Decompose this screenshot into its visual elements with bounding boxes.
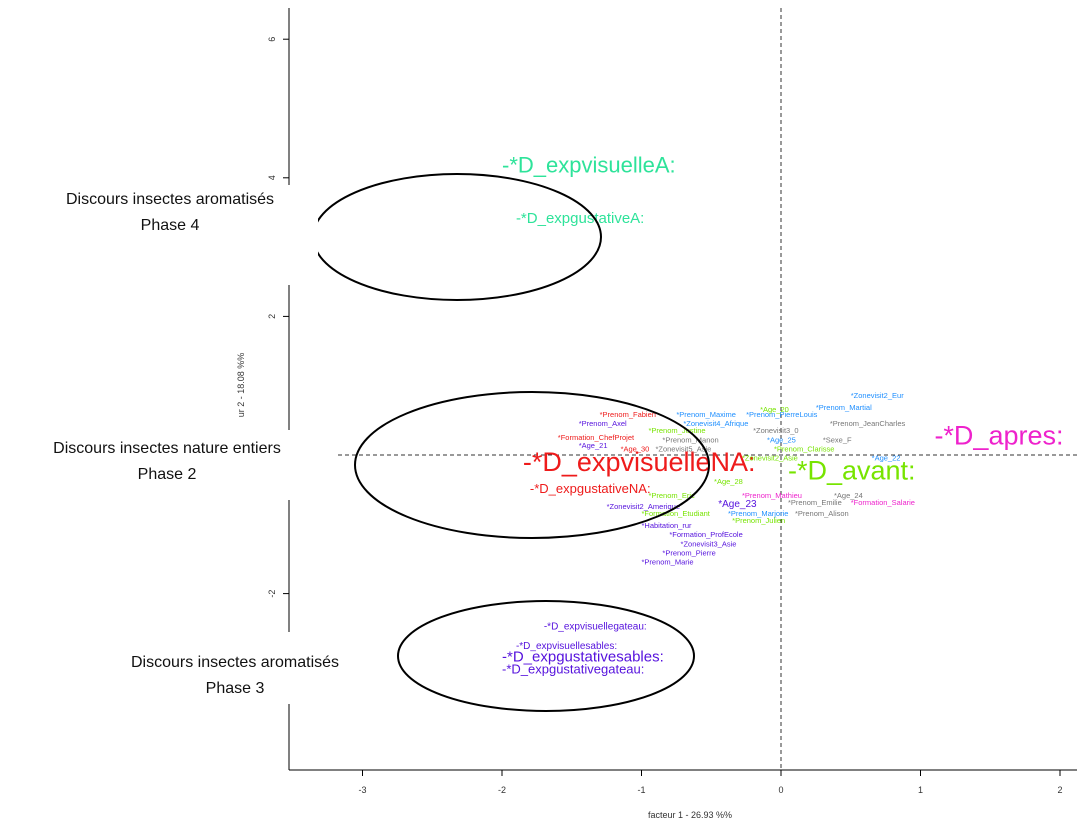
x-tick-label: 0 <box>778 785 783 795</box>
point-label: *Zonevisit4_Afrique <box>683 419 748 428</box>
point-label: *Age_22 <box>872 454 901 463</box>
point-label: *Prenom_Axel <box>579 419 627 428</box>
point-label: -*D_expvisuellesables: <box>516 641 617 652</box>
y-tick-label: -2 <box>267 590 277 598</box>
point-label: -*D_expgustativeNA: <box>530 481 651 496</box>
point-label: -*D_expvisuelleNA: <box>523 447 756 477</box>
annotation-phase-4-line2: Phase 4 <box>140 217 200 234</box>
point-label: -*D_avant: <box>788 455 916 485</box>
point-label: *Age_28 <box>714 477 743 486</box>
point-label: -*D_expgustativesables: <box>502 649 664 666</box>
annotation-phase-2: Discours insectes nature entiers Phase 2 <box>2 436 332 488</box>
x-axis-title: facteur 1 - 26.93 %% <box>648 810 732 820</box>
point-label: *Age_23 <box>718 499 757 510</box>
point-label: *Prenom_Clarisse <box>774 445 834 454</box>
point-label: -*D_apres: <box>934 421 1063 451</box>
point-label: *Zonevisit3_0 <box>753 426 798 435</box>
point-label: *Prenom_Marie <box>642 557 694 566</box>
axis-mask-phase-2 <box>0 430 338 500</box>
ellipse-phase-4 <box>312 173 602 301</box>
point-label: *Age_24 <box>834 491 863 500</box>
point-label: *Zonevisit3_Asie <box>681 539 737 548</box>
point-label: *Formation_ProfEcole <box>669 530 742 539</box>
point-label: *Prenom_PierreLouis <box>746 410 818 419</box>
axis-mask-phase-3 <box>0 632 395 704</box>
point-label: *Formation_ChefProjet <box>558 433 635 442</box>
annotation-phase-3-line2: Phase 3 <box>205 680 265 697</box>
y-tick-label: 4 <box>267 175 277 180</box>
point-label: *Prenom_Marjorie <box>728 509 788 518</box>
point-label: *Age_30 <box>621 445 650 454</box>
annotation-phase-4-line1: Discours insectes aromatisés <box>65 191 275 208</box>
point-labels: -*D_expvisuelleA: -*D_expgustativeA: -*D_e… <box>502 152 1064 676</box>
point-label: *Age_25 <box>767 436 796 445</box>
point-label: *Prenom_Emilie <box>788 498 842 507</box>
point-label: -*D_expgustativegateau: <box>502 661 644 676</box>
annotation-phase-2-line1: Discours insectes nature entiers <box>53 440 281 457</box>
point-label: *Zonevisit2_Amerique <box>607 502 680 511</box>
ellipse-phase-3 <box>397 600 695 712</box>
annotation-phase-3: Discours insectes aromatisés Phase 3 <box>90 650 380 702</box>
point-label: *Prenom_Justine <box>648 426 705 435</box>
point-label: *Prenom_Fabien <box>600 410 656 419</box>
point-label: *Prenom_Pierre <box>662 548 715 557</box>
point-label: *Zonevisit2_Asie <box>742 454 798 463</box>
point-label: *Prenom_Eric <box>648 491 695 500</box>
reference-lines <box>289 8 1077 770</box>
x-tick-label: 2 <box>1057 785 1062 795</box>
axis-mask-phase-4 <box>0 185 318 285</box>
point-label: *Prenom_Alison <box>795 509 849 518</box>
point-label: -*D_expvisuelleA: <box>502 152 676 177</box>
point-label: *Prenom_Mathieu <box>742 491 802 500</box>
x-tick-label: -1 <box>637 785 645 795</box>
point-label: *Formation_Etudiant <box>642 509 711 518</box>
point-label: *Sexe_F <box>823 436 852 445</box>
y-tick-label: 2 <box>267 314 277 319</box>
point-label: *Prenom_Julien <box>732 516 785 525</box>
annotation-phase-2-line2: Phase 2 <box>137 466 197 483</box>
y-tick-label: 6 <box>267 37 277 42</box>
point-label: *Prenom_Martial <box>816 403 872 412</box>
point-label: *Formation_Salarie <box>851 498 915 507</box>
point-label: -*D_expvisuellegateau: <box>544 622 647 633</box>
point-label: *Age_21 <box>579 441 608 450</box>
y-axis-title: ur 2 - 18.08 %% <box>236 353 246 418</box>
plot-frame <box>288 8 1077 771</box>
point-label: *Prenom_Manon <box>662 436 718 445</box>
ellipse-phase-2 <box>354 391 710 539</box>
point-label: *Habitation_rur <box>642 521 693 530</box>
annotation-phase-3-line1: Discours insectes aromatisés <box>130 654 340 671</box>
point-label: *Zonevisit2_Eur <box>851 391 904 400</box>
x-tick-label: -2 <box>498 785 506 795</box>
x-tick-label: 1 <box>918 785 923 795</box>
point-label: *Prenom_Maxime <box>676 410 736 419</box>
x-tick-label: -3 <box>358 785 366 795</box>
point-label: *Prenom_JeanCharles <box>830 419 906 428</box>
point-label: *Zonevisit5_Asie <box>655 445 711 454</box>
axis-ticks: -3 -2 -1 0 1 2 -2 2 4 6 <box>267 37 1063 795</box>
cluster-ellipses <box>312 173 710 712</box>
point-label: *Age_20 <box>760 405 789 414</box>
point-label: -*D_expgustativeA: <box>516 210 644 227</box>
annotation-phase-4: Discours insectes aromatisés Phase 4 <box>30 187 310 239</box>
